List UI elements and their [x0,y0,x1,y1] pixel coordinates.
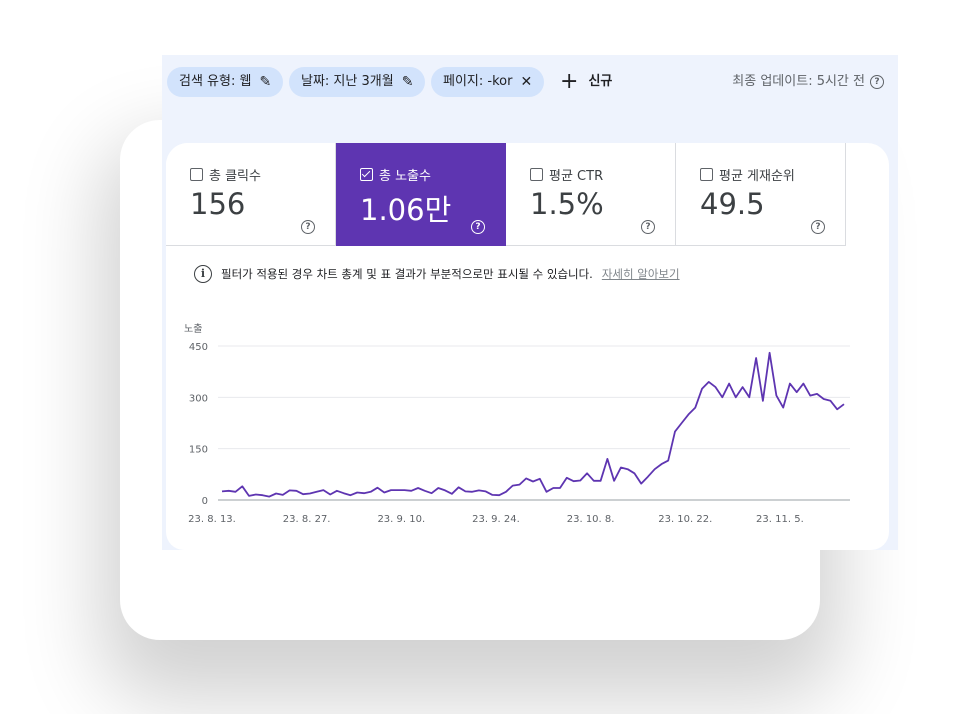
y-tick-label: 150 [189,445,208,456]
filter-chip-date[interactable]: 날짜: 지난 3개월 ✎ [289,67,426,97]
filter-chip-label: 페이지: -kor [443,74,513,89]
last-updated-text: 최종 업데이트: 5시간 전 [732,74,865,89]
metric-value: 1.06만 [360,193,452,227]
checkbox-icon[interactable] [190,168,203,181]
x-tick-label: 23. 9. 24. [472,514,520,525]
metric-value: 156 [190,187,246,221]
x-tick-label: 23. 8. 13. [188,514,236,525]
impressions-series-line [221,351,845,498]
metric-total-clicks[interactable]: 총 클릭수 156 ? [166,143,336,246]
help-icon[interactable]: ? [641,220,655,234]
plus-icon: + [560,69,579,94]
help-icon[interactable]: ? [811,220,825,234]
help-icon[interactable]: ? [870,75,884,89]
metric-label: 평균 게재순위 [719,169,795,184]
metric-label: 평균 CTR [549,169,604,184]
notice-text: 필터가 적용된 경우 차트 총계 및 표 결과가 부분적으로만 표시될 수 있습… [221,267,593,281]
help-icon[interactable]: ? [471,220,485,234]
x-tick-label: 23. 9. 10. [377,514,425,525]
impressions-chart: 노출 0 150 300 450 23. 8. 13. 23. 8. 27. 23. 9. 1… [184,323,850,525]
add-filter-button[interactable]: + 신규 [560,67,612,97]
performance-panel: 검색 유형: 웹 ✎ 날짜: 지난 3개월 ✎ 페이지: -kor ✕ + 신규… [162,55,898,550]
chart-card: 총 클릭수 156 ? 총 노출수 1.06만 ? 평균 CTR 1.5% ? … [166,143,889,550]
pencil-icon[interactable]: ✎ [401,74,414,90]
filter-chip-label: 검색 유형: 웹 [179,74,252,89]
help-icon[interactable]: ? [301,220,315,234]
metric-value: 1.5% [530,187,604,221]
y-tick-label: 0 [202,496,208,507]
metric-average-ctr[interactable]: 평균 CTR 1.5% ? [506,143,676,246]
filter-chip-label: 날짜: 지난 3개월 [301,74,394,89]
metric-total-impressions[interactable]: 총 노출수 1.06만 ? [336,143,506,246]
y-axis-label: 노출 [184,323,202,335]
x-tick-label: 23. 11. 5. [756,514,804,525]
checkbox-icon[interactable] [530,168,543,181]
filter-notice: i 필터가 적용된 경우 차트 총계 및 표 결과가 부분적으로만 표시될 수 … [194,265,680,283]
metric-value: 49.5 [700,187,765,221]
filter-chip-page[interactable]: 페이지: -kor ✕ [431,67,545,97]
learn-more-link[interactable]: 자세히 알아보기 [601,267,680,281]
filter-chip-search-type[interactable]: 검색 유형: 웹 ✎ [167,67,284,97]
add-filter-label: 신규 [588,74,613,89]
pencil-icon[interactable]: ✎ [259,74,272,90]
metric-label: 총 노출수 [379,169,431,184]
checkbox-checked-icon[interactable] [360,168,373,181]
filter-bar: 검색 유형: 웹 ✎ 날짜: 지난 3개월 ✎ 페이지: -kor ✕ + 신규… [162,55,898,109]
info-icon: i [194,265,212,283]
last-updated: 최종 업데이트: 5시간 전 ? [732,67,884,97]
metric-label: 총 클릭수 [209,169,261,184]
y-tick-label: 300 [189,393,208,404]
metric-average-position[interactable]: 평균 게재순위 49.5 ? [676,143,846,246]
y-tick-label: 450 [189,342,208,353]
checkbox-icon[interactable] [700,168,713,181]
x-tick-label: 23. 10. 22. [658,514,712,525]
close-icon[interactable]: ✕ [520,74,533,90]
x-tick-label: 23. 8. 27. [283,514,331,525]
x-tick-label: 23. 10. 8. [567,514,615,525]
